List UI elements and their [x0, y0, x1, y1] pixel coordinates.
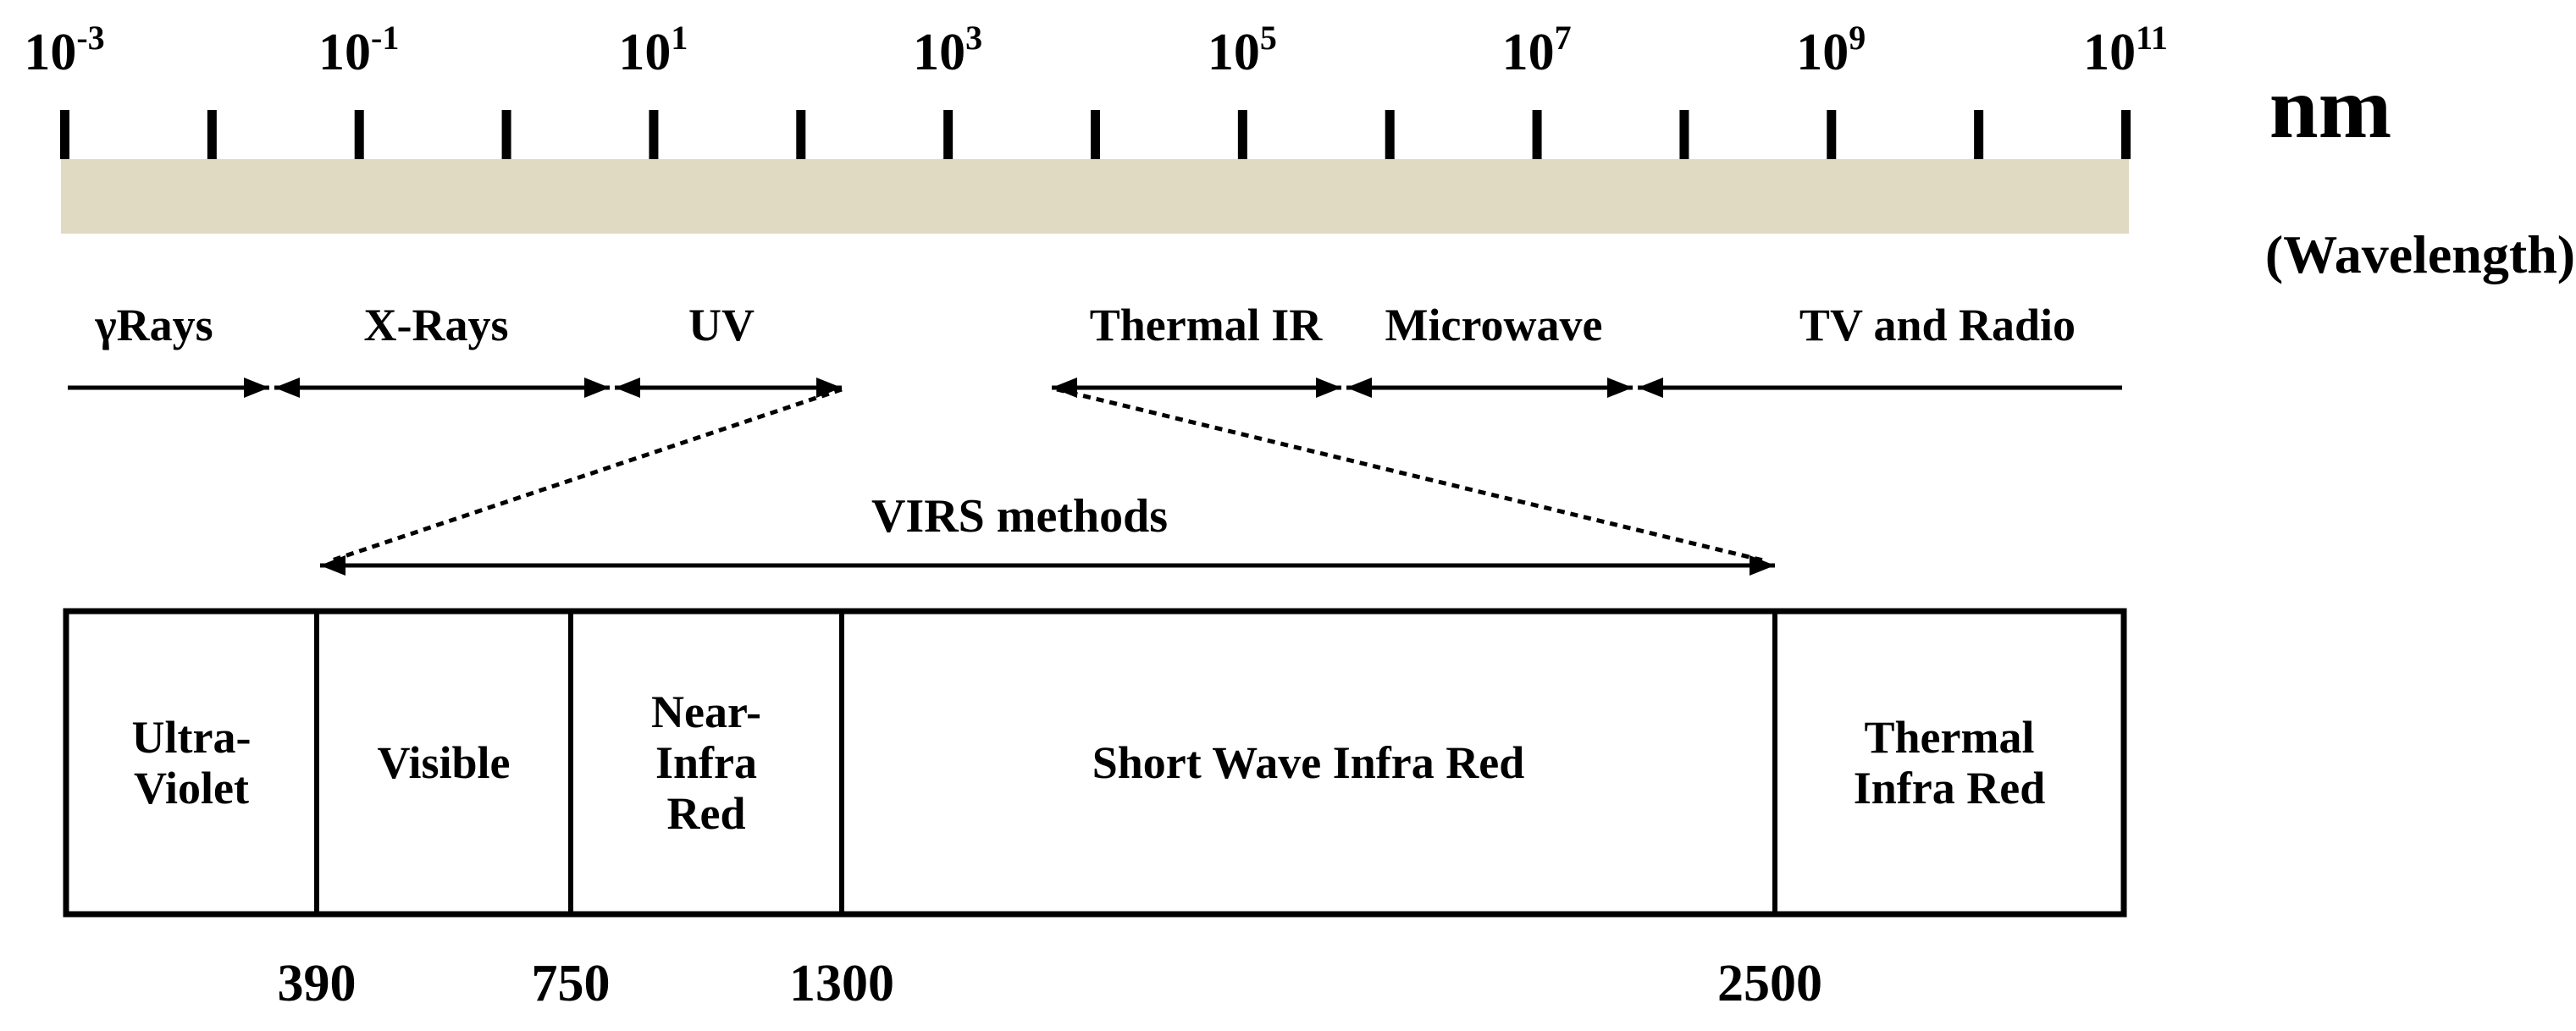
band-boundary-label: 2500 [1717, 955, 1822, 1012]
scale-tick [1974, 110, 1984, 159]
band-boundary-label: 750 [532, 955, 611, 1012]
virs-methods: VIRS methods [320, 490, 1775, 576]
scale-tick [60, 110, 69, 159]
scale-tick-labels: 10-3 10-1 101 103 105 107 109 1011 [24, 19, 2168, 81]
spectrum-region-label: UV [688, 300, 755, 350]
band-label: Thermal Infra Red [1854, 712, 2046, 813]
zoom-line-left [331, 387, 843, 563]
scale-tick-label: 1011 [2083, 19, 2168, 81]
scale-tick [2121, 110, 2131, 159]
scale-tick-label: 107 [1502, 19, 1572, 81]
band-label: Ultra-Violet [132, 712, 252, 813]
unit-caption: (Wavelength) [2265, 224, 2575, 284]
spectrum-regions: γRays X-Rays UV Thermal IR Microwave TV and R… [94, 300, 2076, 350]
scale-tick-label: 10-3 [24, 19, 104, 81]
spectrum-region-label: Thermal IR [1090, 300, 1323, 350]
spectrum-region-label: Microwave [1385, 300, 1603, 350]
scale-tick [1532, 110, 1542, 159]
zoom-lines [331, 387, 1764, 563]
scale-tick-label: 103 [913, 19, 982, 81]
band-boundary-labels: 390 750 1300 2500 [278, 955, 1823, 1012]
scale-tick [1091, 110, 1100, 159]
band-label: Short Wave Infra Red [1092, 737, 1525, 788]
wavelength-scale-bar [61, 159, 2129, 234]
scale-tick [354, 110, 364, 159]
band-boundary-label: 1300 [789, 955, 894, 1012]
scale-tick [1237, 110, 1247, 159]
scale-tick [943, 110, 954, 159]
scale-tick [1827, 110, 1837, 159]
band-labels: Ultra-Violet Visible Near-Infra Red Short Wa… [132, 686, 2046, 839]
scale-tick [796, 110, 806, 159]
band-table-frame [63, 608, 2127, 918]
spectrum-region-label: γRays [94, 300, 213, 350]
scale-tick-label: 101 [618, 19, 688, 81]
scale-tick-label: 105 [1208, 19, 1277, 81]
band-table: Ultra-Violet Visible Near-Infra Red Short Wa… [63, 608, 2127, 1012]
band-label: Visible [377, 737, 510, 788]
scale-tick-label: 10-1 [318, 19, 399, 81]
spectrum-region-label: TV and Radio [1799, 300, 2076, 350]
wavelength-scale: 10-3 10-1 101 103 105 107 109 1011 nm (Waveleng… [24, 19, 2575, 284]
unit-label: nm [2269, 59, 2391, 157]
band-boundary-label: 390 [278, 955, 357, 1012]
scale-tick-label: 109 [1796, 19, 1866, 81]
scale-tick [649, 110, 659, 159]
spectrum-region-label: X-Rays [364, 300, 509, 350]
scale-tick [501, 110, 511, 159]
scale-tick [207, 110, 217, 159]
band-label: Near-Infra Red [651, 686, 761, 839]
scale-tick [1679, 110, 1689, 159]
scale-ticks [60, 110, 2131, 159]
scale-tick [1385, 110, 1395, 159]
band-dividers [314, 611, 1777, 914]
virs-label: VIRS methods [871, 490, 1168, 543]
